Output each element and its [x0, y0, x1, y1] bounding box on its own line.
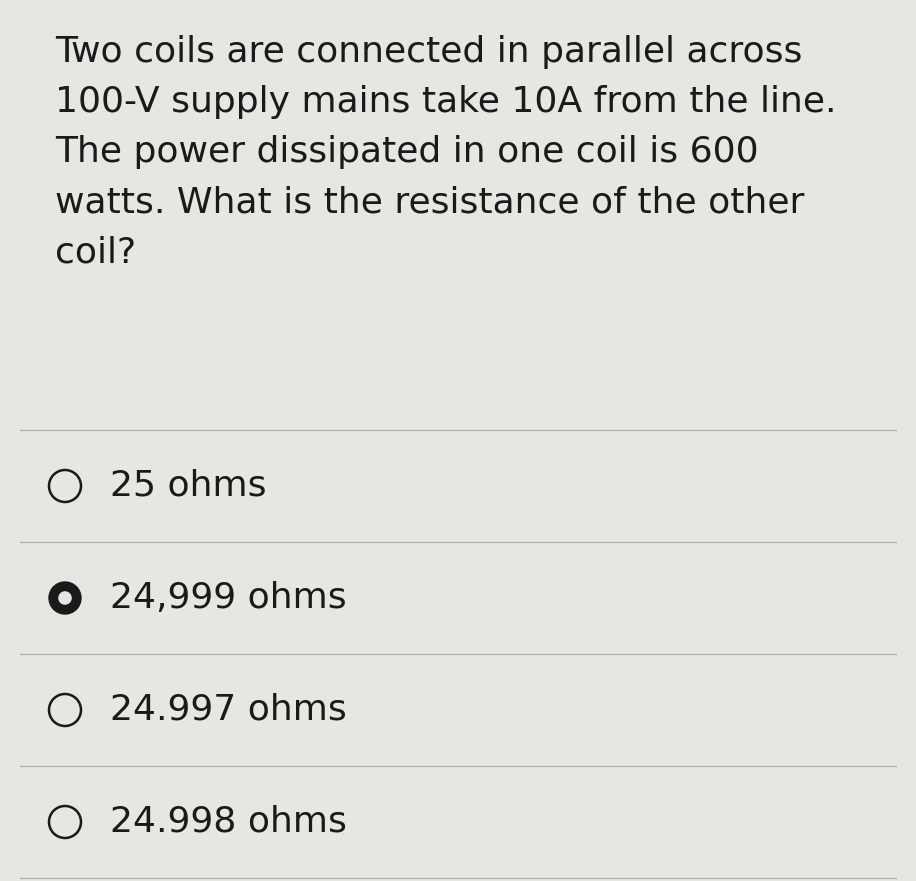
Circle shape	[59, 592, 71, 604]
Text: 24.997 ohms: 24.997 ohms	[110, 693, 347, 727]
Text: 24.998 ohms: 24.998 ohms	[110, 805, 347, 839]
Text: 24,999 ohms: 24,999 ohms	[110, 581, 346, 615]
Text: Two coils are connected in parallel across
100-V supply mains take 10A from the : Two coils are connected in parallel acro…	[55, 35, 836, 270]
Text: 25 ohms: 25 ohms	[110, 469, 267, 503]
Circle shape	[49, 582, 81, 614]
